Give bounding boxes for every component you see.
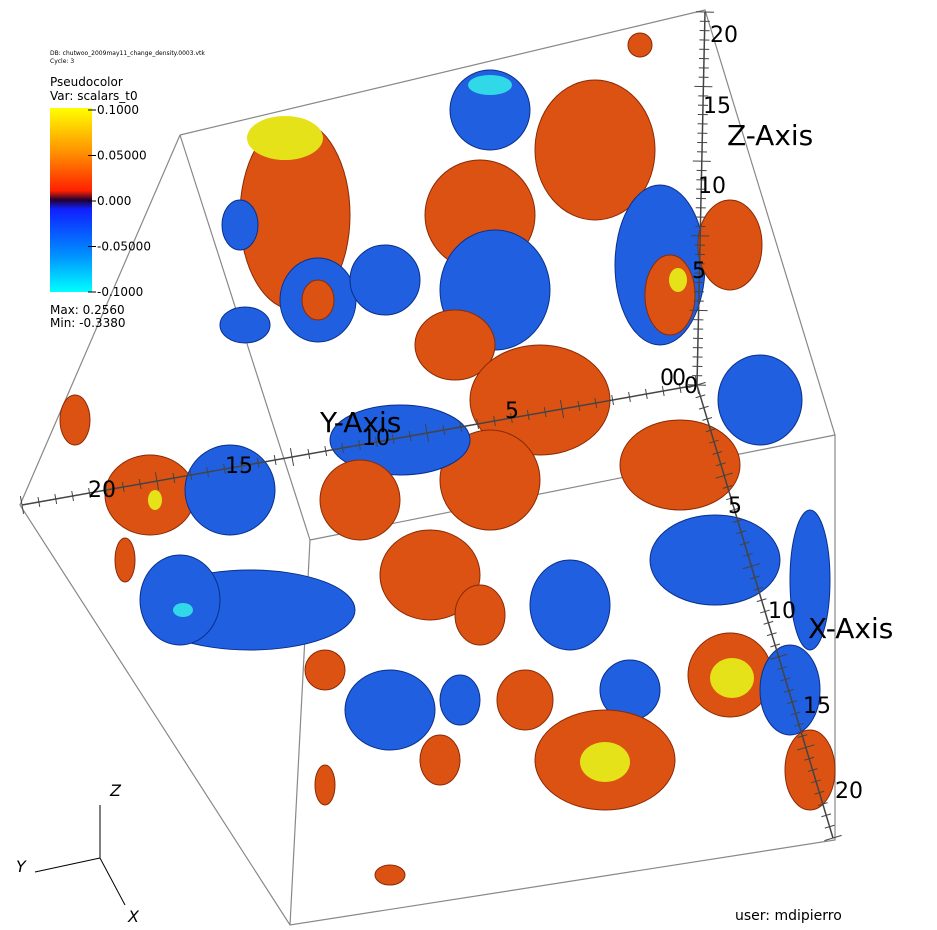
- isosurface: [718, 355, 802, 445]
- triad-label: X: [127, 907, 140, 926]
- tick-label: 20: [835, 779, 863, 804]
- tick-label: 20: [710, 23, 738, 48]
- isosurface: [710, 658, 754, 698]
- isosurface: [650, 515, 780, 605]
- isosurface: [375, 865, 405, 885]
- isosurface: [530, 560, 610, 650]
- isosurface: [220, 307, 270, 343]
- isosurface: [440, 675, 480, 725]
- isosurface: [455, 585, 505, 645]
- isosurface: [698, 200, 762, 290]
- page: {"header": {"database": "DB: chutwoo_200…: [0, 0, 937, 930]
- user-name: user: mdipierro: [735, 908, 842, 924]
- legend-title: Pseudocolor: [50, 75, 123, 89]
- isosurface: [305, 650, 345, 690]
- legend-label: 0.05000: [97, 149, 147, 163]
- isosurface: [497, 670, 553, 730]
- render-view: Z-Axis Y-Axis X-Axis 20 15 10 5 0 20 15 …: [0, 0, 937, 930]
- legend-label: -0.1000: [97, 285, 143, 299]
- legend-max: Max: 0.2560: [50, 303, 125, 317]
- isosurface: [60, 395, 90, 445]
- isosurface: [620, 420, 740, 510]
- legend-labels: 0.1000 0.05000 0.000 -0.05000 -0.1000: [88, 103, 151, 299]
- isosurface: [247, 116, 323, 160]
- tick-label: 5: [505, 399, 519, 424]
- tick-label: 10: [698, 174, 726, 199]
- isosurface: [148, 490, 162, 510]
- isosurface: [222, 200, 258, 250]
- legend: DB: chutwoo_2009may11_change_density.000…: [50, 50, 205, 330]
- database-name: DB: chutwoo_2009may11_change_density.000…: [50, 50, 205, 57]
- tick-label: 0: [660, 366, 674, 391]
- tick-label: 5: [728, 494, 742, 519]
- tick-label: 15: [703, 94, 731, 119]
- isosurface: [302, 280, 334, 320]
- isosurface: [315, 765, 335, 805]
- color-bar: [50, 108, 92, 292]
- isosurface: [785, 730, 835, 810]
- triad: Z Y X: [16, 781, 140, 926]
- isosurface: [628, 33, 652, 57]
- isosurface: [669, 268, 687, 292]
- triad-label: Y: [16, 857, 27, 876]
- tick-label: 15: [225, 454, 253, 479]
- axis-title: Z-Axis: [727, 119, 813, 152]
- axis-title: X-Axis: [808, 612, 893, 645]
- isosurface: [350, 245, 420, 315]
- isosurface: [320, 460, 400, 540]
- cycle: Cycle: 3: [50, 58, 74, 65]
- tick-label: 20: [88, 478, 116, 503]
- tick-label: 0: [684, 374, 698, 399]
- isosurface: [645, 255, 695, 335]
- triad-label: Z: [109, 781, 122, 800]
- isosurface: [420, 735, 460, 785]
- legend-label: -0.05000: [97, 240, 151, 254]
- isosurface: [468, 75, 512, 95]
- isosurface: [580, 742, 630, 782]
- tick-label: 10: [362, 426, 390, 451]
- legend-label: 0.1000: [97, 103, 139, 117]
- isosurface: [115, 538, 135, 582]
- isosurface: [173, 603, 193, 617]
- isosurface: [345, 670, 435, 750]
- tick-label: 10: [768, 599, 796, 624]
- tick-label: 15: [803, 694, 831, 719]
- legend-label: 0.000: [97, 194, 131, 208]
- isosurface: [140, 555, 220, 645]
- legend-min: Min: -0.3380: [50, 316, 125, 330]
- triad-axis: [100, 858, 125, 905]
- tick-label: 5: [692, 259, 706, 284]
- triad-axis: [35, 858, 100, 872]
- legend-variable: Var: scalars_t0: [50, 89, 138, 103]
